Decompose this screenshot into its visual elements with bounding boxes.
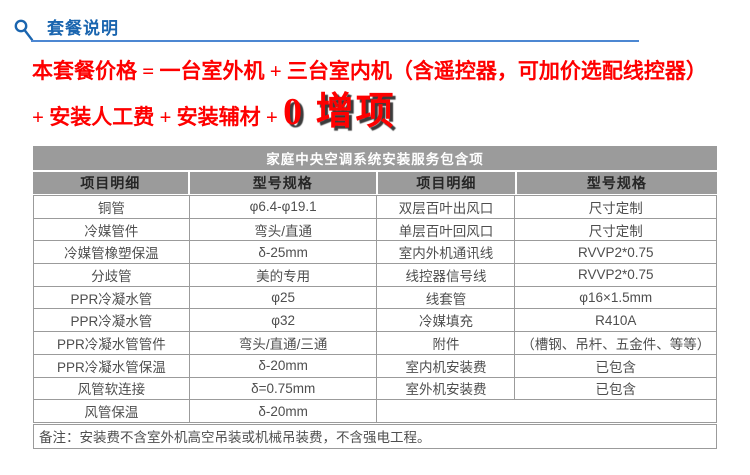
table-cell: 风管保温	[34, 400, 189, 422]
table-cell: 美的专用	[189, 264, 377, 286]
table-cell-empty	[377, 400, 716, 422]
table-cell: 冷媒填充	[377, 309, 515, 332]
magnifier-icon	[12, 16, 38, 42]
spec-table-body: 铜管 φ6.4-φ19.1 双层百叶出风口 尺寸定制 冷媒管件 弯头/直通 单层…	[33, 195, 717, 423]
section-underline	[31, 40, 639, 42]
promo-line-2-prefix: + 安装人工费 + 安装辅材 +	[32, 105, 284, 129]
table-cell: 双层百叶出风口	[377, 196, 515, 218]
header-cell-model-spec-right: 型号规格	[516, 172, 717, 194]
table-cell: 已包含	[515, 377, 716, 400]
spec-table: 家庭中央空调系统安装服务包含项 项目明细 型号规格 项目明细 型号规格 铜管 φ…	[33, 146, 717, 449]
promo-zero-addons-highlight: 0 增项	[283, 91, 396, 133]
promo-line-2: + 安装人工费 + 安装辅材 + 0 增项	[32, 88, 748, 144]
table-cell: 单层百叶回风口	[377, 218, 515, 241]
table-cell: （槽钢、吊杆、五金件、等等）	[515, 332, 716, 354]
table-cell: 尺寸定制	[515, 196, 716, 218]
table-cell: RVVP2*0.75	[515, 241, 716, 264]
promo-line-1: 本套餐价格 = 一台室外机 + 三台室内机（含遥控器，可加价选配线控器）	[32, 59, 707, 83]
header-cell-model-spec-left: 型号规格	[189, 172, 376, 194]
table-cell: 附件	[377, 332, 515, 354]
table-cell: 室内机安装费	[377, 354, 515, 377]
table-cell: PPR冷凝水管	[34, 309, 189, 332]
table-cell: δ-25mm	[189, 241, 377, 264]
table-cell: RVVP2*0.75	[515, 264, 716, 286]
table-cell: PPR冷凝水管	[34, 286, 189, 309]
table-cell: δ=0.75mm	[189, 377, 377, 400]
section-title: 套餐说明	[47, 19, 119, 38]
table-cell: 室内外机通讯线	[377, 241, 515, 264]
table-cell: 室外机安装费	[377, 377, 515, 400]
spec-table-header-row: 项目明细 型号规格 项目明细 型号规格	[33, 172, 717, 194]
spec-table-title: 家庭中央空调系统安装服务包含项	[33, 146, 717, 170]
table-cell: 尺寸定制	[515, 218, 716, 241]
table-cell: 风管软连接	[34, 377, 189, 400]
table-cell: φ16×1.5mm	[515, 286, 716, 309]
table-cell: 弯头/直通	[189, 218, 377, 241]
table-cell: δ-20mm	[189, 354, 377, 377]
table-cell: PPR冷凝水管管件	[34, 332, 189, 354]
table-cell: 已包含	[515, 354, 716, 377]
table-cell: φ25	[189, 286, 377, 309]
spec-table-note: 备注：安装费不含室外机高空吊装或机械吊装费，不含强电工程。	[33, 423, 717, 449]
table-cell: 铜管	[34, 196, 189, 218]
table-cell: R410A	[515, 309, 716, 332]
header-cell-item-detail-left: 项目明细	[33, 172, 188, 194]
table-cell: PPR冷凝水管保温	[34, 354, 189, 377]
table-cell: 分歧管	[34, 264, 189, 286]
table-cell: 弯头/直通/三通	[189, 332, 377, 354]
header-cell-item-detail-right: 项目明细	[377, 172, 515, 194]
table-cell: 线控器信号线	[377, 264, 515, 286]
table-cell: 冷媒管件	[34, 218, 189, 241]
table-cell: φ32	[189, 309, 377, 332]
table-cell: 线套管	[377, 286, 515, 309]
table-cell: 冷媒管橡塑保温	[34, 241, 189, 264]
table-cell: φ6.4-φ19.1	[189, 196, 377, 218]
table-cell: δ-20mm	[189, 400, 377, 422]
